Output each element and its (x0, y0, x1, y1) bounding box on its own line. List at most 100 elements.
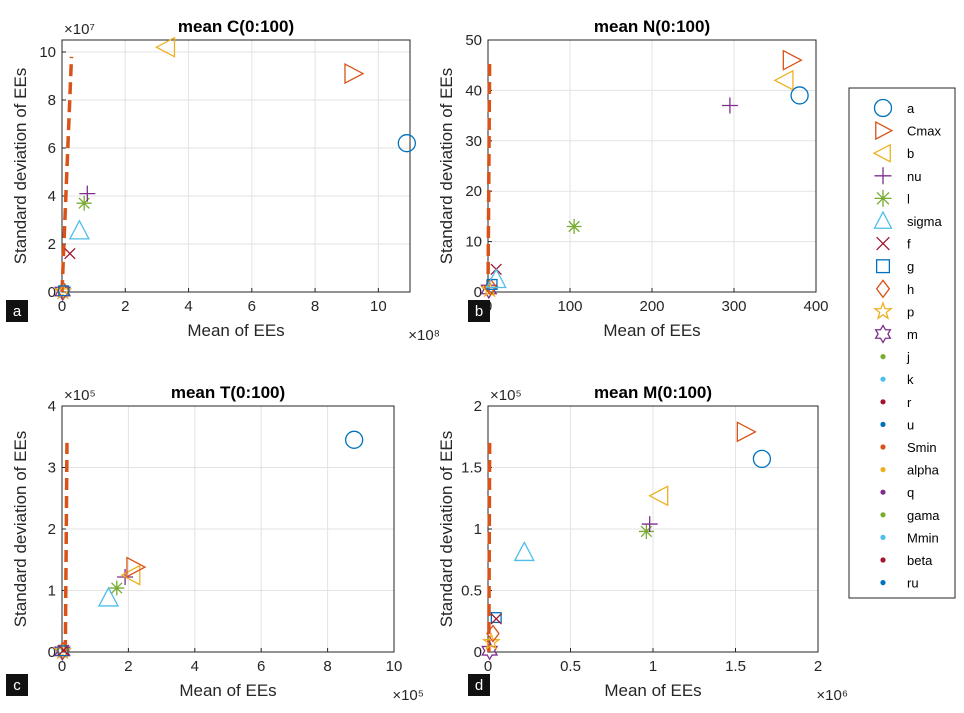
y-tick-label: 3 (48, 460, 56, 477)
legend-entry-j: j (880, 350, 910, 365)
point-g (58, 285, 70, 297)
legend-marker-p (873, 300, 893, 320)
x-tick-label: 0 (58, 298, 66, 315)
point-l (566, 218, 582, 234)
legend-label: j (906, 350, 910, 365)
legend-entry-gama: gama (880, 508, 940, 523)
legend-label: Cmax (907, 124, 941, 139)
legend-entry-sigma: sigma (873, 210, 942, 229)
panel-d: 0 0.5 1 1.5 2 0 0.5 1 1.5 2 ×10⁵ ×10⁶ mean M(0:100) M… (437, 383, 848, 704)
legend-marker-r (880, 399, 886, 405)
x-tick-label: 4 (191, 658, 199, 675)
legend-marker-gama (880, 512, 886, 518)
y-axis-label: Standard deviation of EEs (11, 431, 30, 628)
point-f (57, 644, 70, 656)
legend-entry-l: l (874, 189, 910, 207)
x-tick-label: 0 (484, 658, 492, 675)
x-tick-label: 2 (814, 658, 822, 675)
point-g (490, 612, 502, 624)
legend-marker-Mmin (880, 534, 886, 541)
legend-marker-sigma (873, 210, 893, 229)
point-m (481, 640, 499, 661)
legend-label: l (907, 191, 910, 206)
point-m (54, 281, 72, 302)
point-g (57, 645, 69, 657)
legend-entry-u: u (880, 417, 914, 432)
point-a (752, 449, 772, 469)
x-axis-label: Mean of EEs (603, 321, 700, 340)
panel-letter-box (468, 300, 490, 322)
legend-marker-m (874, 324, 892, 344)
legend-label: beta (907, 553, 933, 568)
point-l (638, 523, 654, 539)
point-m (53, 641, 71, 662)
legend-label: g (907, 259, 914, 274)
y-axis-label: Standard deviation of EEs (437, 68, 456, 265)
plot-area (62, 40, 410, 292)
point-f (490, 613, 502, 625)
y-tick-label: 0 (474, 644, 482, 661)
y-tick-label: 2 (48, 521, 56, 538)
x-axis-label: Mean of EEs (179, 681, 276, 700)
y-tick-label: 0.5 (461, 583, 482, 600)
y-multiplier: ×10⁷ (64, 21, 95, 38)
y-tick-label: 50 (465, 32, 482, 49)
point-Cmax (782, 49, 803, 71)
x-tick-label: 2 (121, 298, 129, 315)
point-a (345, 430, 364, 449)
point-g (486, 278, 498, 290)
y-tick-label: 4 (48, 398, 56, 415)
point-a (397, 134, 416, 153)
legend-entry-nu: nu (874, 167, 921, 185)
point-b (648, 485, 669, 507)
point-l (109, 580, 125, 596)
point-Cmax (736, 421, 757, 443)
legend-entry-Smin: Smin (880, 440, 937, 455)
panel-c: 0 2 4 6 8 10 0 1 2 3 4 ×10⁵ ×10⁵ mean T(0:100) Mean of… (6, 383, 424, 704)
point-m (480, 279, 498, 300)
y-tick-label: 1 (48, 583, 56, 600)
x-tick-label: 8 (323, 658, 331, 675)
x-tick-label: 200 (639, 298, 664, 315)
panel-title: mean M(0:100) (594, 383, 712, 402)
panel-letter: a (13, 303, 22, 320)
x-tick-label: 6 (257, 658, 265, 675)
legend: aCmaxbnulsigmafghpmjkruSminalphaqgamaMmi… (848, 87, 956, 599)
legend-marker-q (880, 489, 886, 495)
point-nu (79, 185, 96, 202)
point-nu (721, 97, 738, 114)
x-tick-label: 10 (386, 658, 403, 675)
x-tick-label: 100 (557, 298, 582, 315)
y-tick-label: 1 (474, 521, 482, 538)
y-multiplier: ×10⁵ (490, 387, 522, 404)
legend-entry-beta: beta (880, 553, 933, 568)
y-multiplier: ×10⁵ (64, 387, 96, 404)
x-tick-label: 400 (803, 298, 828, 315)
threshold-line (486, 60, 492, 293)
legend-label: sigma (907, 214, 942, 229)
point-f (64, 247, 76, 260)
legend-label: Mmin (907, 530, 939, 545)
point-Cmax (344, 63, 365, 85)
x-tick-label: 4 (184, 298, 192, 315)
legend-entry-Mmin: Mmin (880, 530, 939, 545)
legend-label: h (907, 282, 914, 297)
y-tick-label: 6 (48, 140, 56, 157)
point-h (56, 641, 70, 660)
point-b (120, 564, 141, 586)
legend-label: nu (907, 169, 921, 184)
legend-label: Smin (907, 440, 937, 455)
point-a (790, 86, 809, 105)
point-h (486, 624, 500, 643)
point-sigma (68, 219, 90, 240)
x-tick-label: 10 (370, 298, 387, 315)
x-axis-label: Mean of EEs (187, 321, 284, 340)
panel-letter-box (6, 300, 28, 322)
legend-label: alpha (907, 463, 940, 478)
x-axis-label: Mean of EEs (604, 681, 701, 700)
y-tick-label: 10 (39, 44, 56, 61)
point-nu (641, 516, 658, 533)
point-Cmax (126, 556, 147, 578)
legend-label: a (907, 101, 915, 116)
